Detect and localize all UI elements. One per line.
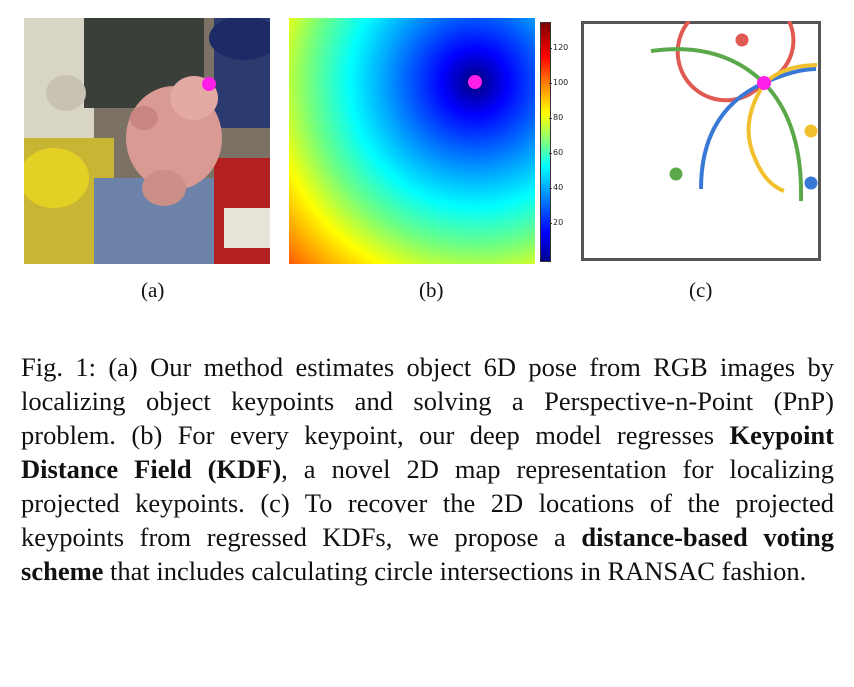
- caption-text: that includes calculating circle interse…: [103, 555, 807, 586]
- caption-text: Fig. 1: (a) Our method estimates object …: [21, 351, 834, 450]
- distance-field-heatmap: [289, 18, 535, 264]
- keypoint-marker: [468, 75, 482, 89]
- colorbar-tick: 120: [548, 43, 569, 52]
- voting-drawing: [581, 21, 821, 261]
- panel-a-label: (a): [141, 278, 165, 302]
- caption-bold-kdf: Keypoint Distance Field (KDF): [21, 419, 834, 484]
- colorbar: [540, 22, 551, 262]
- colorbar-tick: 40: [548, 183, 564, 192]
- keypoint-marker: [202, 77, 216, 91]
- colorbar-tick: 80: [548, 113, 564, 122]
- colorbar-tick: 60: [548, 148, 564, 157]
- yellow-anchor-point: [804, 124, 818, 138]
- green-anchor-point: [669, 167, 683, 181]
- rgb-scene-drawing: [24, 18, 270, 264]
- heatmap-drawing: [289, 18, 535, 264]
- keypoint-marker: [757, 76, 771, 90]
- blue-anchor-point: [804, 176, 818, 190]
- red-anchor-point: [735, 33, 749, 47]
- panel-b-label: (b): [419, 278, 444, 302]
- yellow-circle-arc: [746, 63, 818, 193]
- voting-diagram: [581, 21, 821, 261]
- rgb-input-image: [24, 18, 270, 264]
- blue-circle-arc: [699, 67, 817, 190]
- colorbar-tick: 100: [548, 78, 569, 87]
- caption-text: , a novel 2D map representation for loca…: [21, 453, 834, 552]
- colorbar-tick: 20: [548, 218, 564, 227]
- caption-bold-voting: distance-based voting scheme: [21, 521, 834, 586]
- figure-caption: Fig. 1: (a) Our method estimates object …: [21, 350, 834, 588]
- panel-c-label: (c): [689, 278, 713, 302]
